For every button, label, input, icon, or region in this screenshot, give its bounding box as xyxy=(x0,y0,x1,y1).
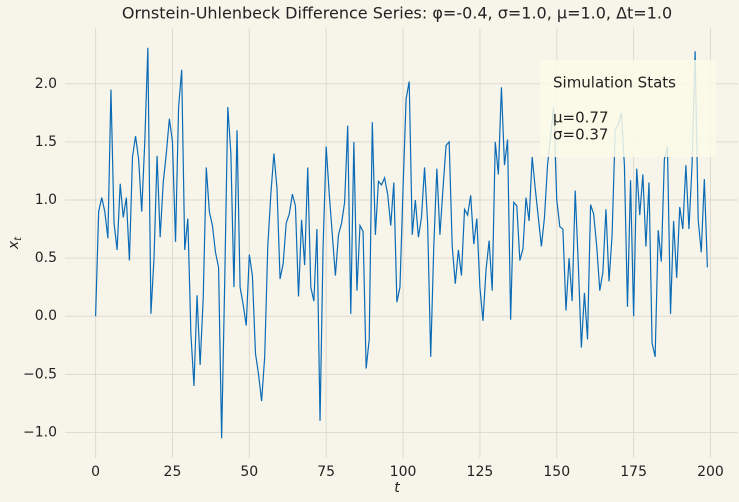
data-line xyxy=(94,47,709,439)
x-tick-label: 100 xyxy=(390,464,417,480)
y-tick-label: 0.5 xyxy=(35,250,57,266)
x-tick-label: 200 xyxy=(697,464,724,480)
stats-box xyxy=(540,60,716,157)
y-tick-label: 1.0 xyxy=(35,192,57,208)
x-tick-label: 125 xyxy=(467,464,494,480)
y-tick-label: −0.5 xyxy=(23,366,57,382)
y-axis-label: xt xyxy=(6,236,24,250)
x-tick-label: 175 xyxy=(620,464,647,480)
x-tick-label: 25 xyxy=(164,464,182,480)
y-tick-label: 1.5 xyxy=(35,134,57,150)
x-tick-label: 50 xyxy=(240,464,258,480)
y-tick-label: 2.0 xyxy=(35,76,57,92)
y-axis-label-main: x xyxy=(6,240,22,250)
x-tick-label: 150 xyxy=(543,464,570,480)
chart-title: Ornstein-Uhlenbeck Difference Series: φ=… xyxy=(122,4,672,23)
x-axis-label: t xyxy=(394,480,400,496)
stats-line: σ=0.37 xyxy=(553,126,608,144)
stats-line: μ=0.77 xyxy=(553,109,609,127)
y-axis-label-sub: t xyxy=(13,236,24,241)
x-tick-label: 0 xyxy=(91,464,100,480)
stats-title: Simulation Stats xyxy=(553,74,676,92)
x-tick-label: 75 xyxy=(317,464,335,480)
y-tick-label: 0.0 xyxy=(35,308,57,324)
y-tick-label: −1.0 xyxy=(23,424,57,440)
